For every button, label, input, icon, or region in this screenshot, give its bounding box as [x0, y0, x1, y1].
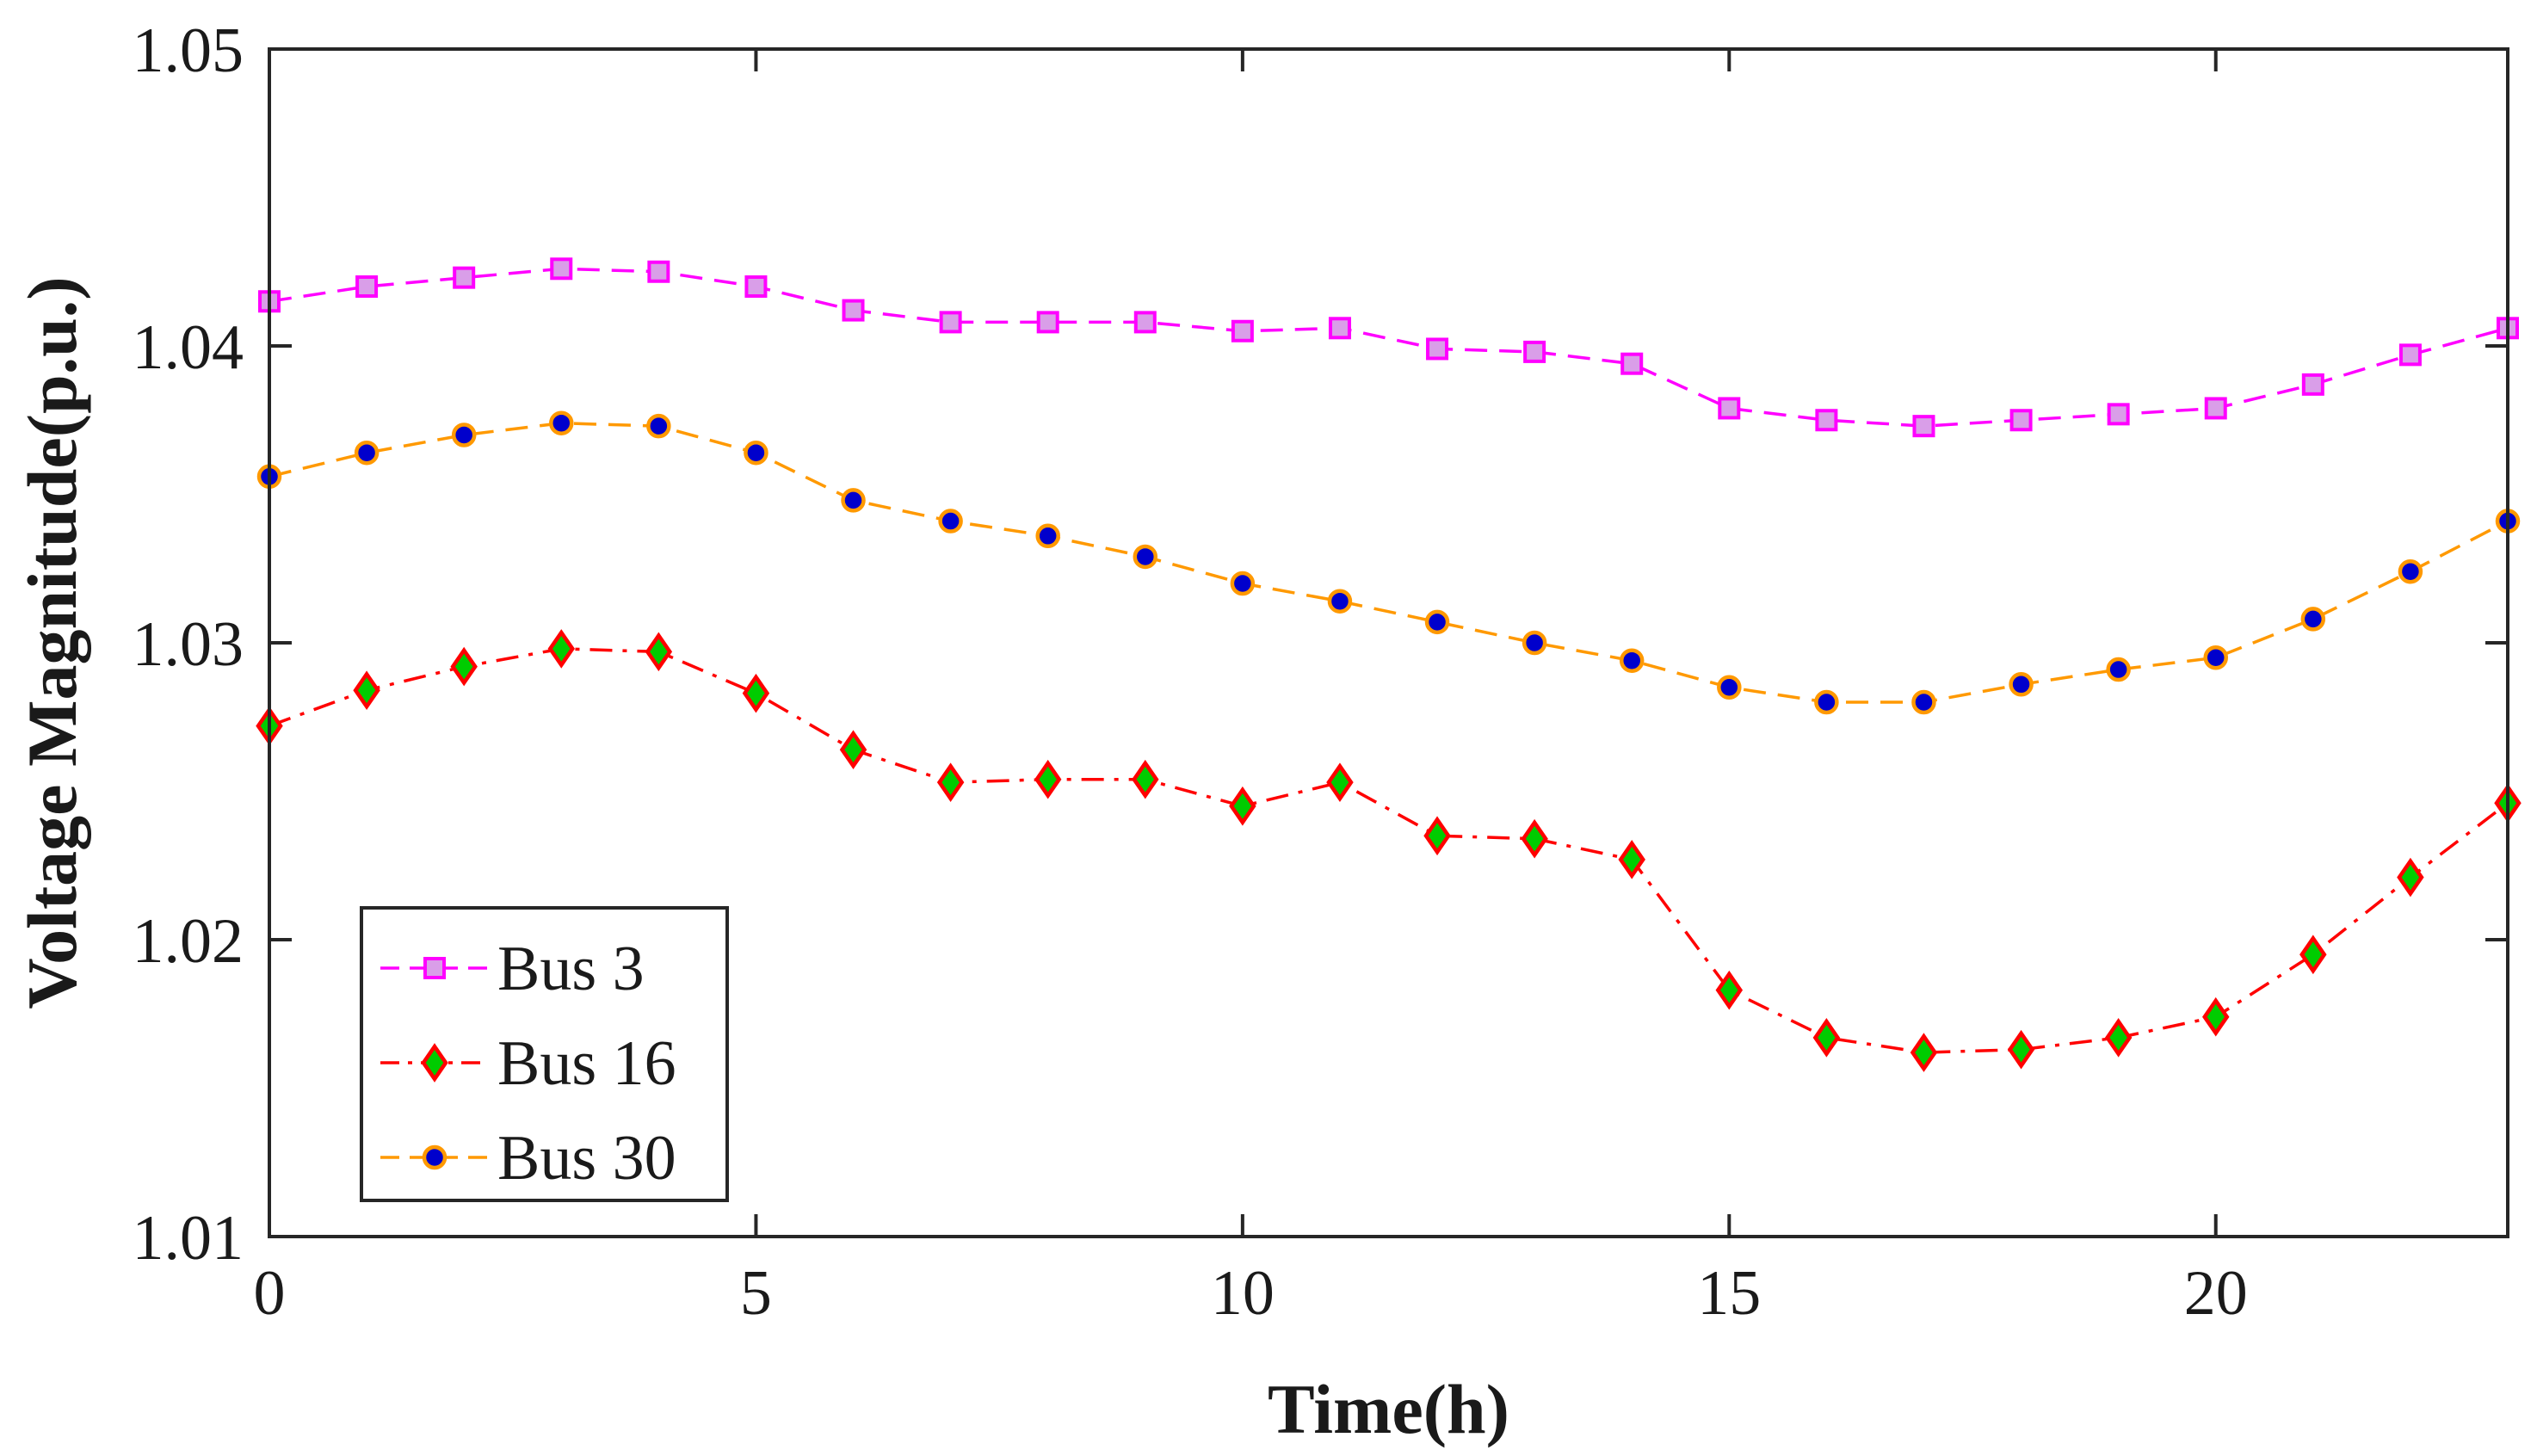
legend-box — [360, 906, 729, 1202]
bus-30-point-2 — [451, 423, 477, 447]
bus-3-point-11 — [1328, 317, 1351, 340]
bus-16-point-22 — [2397, 857, 2424, 898]
bus-30-point-22 — [2398, 558, 2423, 584]
plot-series-group — [256, 257, 2522, 1072]
bus-3-point-16 — [1815, 409, 1838, 432]
bus-30-point-5 — [744, 440, 769, 466]
bus-30-point-7 — [938, 509, 963, 534]
bus-16-point-19 — [2104, 1018, 2133, 1058]
bus-30-point-16 — [1814, 689, 1839, 715]
y-tick-label-3: 1.04 — [133, 312, 244, 383]
bus-30-line — [269, 421, 2509, 704]
bus-3-point-4 — [647, 260, 670, 283]
legend: Bus 3 Bus 16 Bus 30 — [360, 906, 729, 1202]
x-tick-label-0: 0 — [254, 1258, 286, 1329]
bus-16-point-21 — [2299, 935, 2327, 975]
x-tick-label-10: 10 — [1211, 1258, 1275, 1329]
bus-16-point-2 — [450, 646, 478, 687]
bus-3-point-18 — [2009, 409, 2033, 432]
bus-3-point-21 — [2301, 373, 2324, 396]
bus-16-point-13 — [1521, 818, 1548, 859]
x-tick-label-5: 5 — [740, 1258, 772, 1329]
bus-3-point-20 — [2204, 397, 2227, 420]
bus-16-point-9 — [1132, 759, 1159, 799]
bus-3-point-12 — [1426, 337, 1449, 361]
bus-16-point-1 — [353, 670, 380, 711]
bus-16-point-16 — [1812, 1018, 1841, 1058]
bus-30-point-3 — [549, 410, 574, 435]
bus-16-point-7 — [936, 762, 965, 802]
bus-16-point-11 — [1326, 762, 1354, 802]
x-axis-title: Time(h) — [1268, 1370, 1509, 1448]
bus-16-point-18 — [2007, 1029, 2035, 1070]
bus-16-point-6 — [839, 730, 867, 770]
bus-3-point-2 — [453, 266, 476, 289]
bus-3-point-10 — [1231, 319, 1254, 342]
y-tick-label-4: 1.05 — [133, 15, 244, 86]
legend-bus-3-label: Bus 3 — [497, 934, 645, 1004]
bus-30-point-8 — [1035, 523, 1060, 549]
bus-3-point-17 — [1912, 415, 1935, 438]
bus-16-point-10 — [1229, 786, 1256, 826]
y-tick-label-0: 1.01 — [133, 1203, 244, 1274]
x-axis-ticks: 0 5 10 15 20 — [254, 49, 2248, 1329]
bus-30-point-12 — [1424, 609, 1450, 635]
bus-16-point-15 — [1715, 970, 1744, 1010]
bus-3-point-1 — [355, 275, 379, 298]
bus-30-point-11 — [1327, 589, 1353, 614]
y-tick-label-1: 1.02 — [133, 906, 244, 977]
bus-30-point-14 — [1619, 648, 1645, 673]
bus-30-point-17 — [1911, 689, 1936, 715]
x-tick-label-20: 20 — [2184, 1258, 2248, 1329]
y-axis-title: Voltage Magnitude(p.u.) — [13, 276, 91, 1009]
bus-3-point-6 — [842, 299, 865, 322]
bus-16-point-3 — [547, 629, 575, 669]
bus-16-point-5 — [742, 673, 770, 713]
bus-30-point-4 — [646, 413, 671, 439]
legend-bus-30-marker — [422, 1144, 448, 1170]
bus-30-point-10 — [1230, 571, 1256, 596]
bus-16-point-4 — [645, 632, 673, 672]
bus-3-point-3 — [550, 257, 573, 281]
y-axis-ticks: 1.01 1.02 1.03 1.04 1.05 — [133, 15, 2508, 1274]
legend-bus-3-marker — [423, 957, 446, 979]
bus-30-point-18 — [2009, 672, 2034, 697]
bus-3-point-9 — [1133, 311, 1157, 334]
bus-16-point-20 — [2202, 996, 2230, 1037]
bus-3-point-15 — [1718, 397, 1741, 420]
bus-30-point-20 — [2203, 645, 2228, 670]
legend-bus-16-label: Bus 16 — [497, 1028, 676, 1099]
bus-3-point-13 — [1523, 340, 1546, 363]
bus-3-point-22 — [2398, 343, 2422, 367]
legend-bus-16-marker — [421, 1043, 448, 1083]
bus-3-point-8 — [1036, 311, 1059, 334]
bus-16-point-17 — [1910, 1033, 1938, 1072]
bus-30-point-6 — [841, 488, 866, 513]
bus-30-point-15 — [1717, 675, 1742, 700]
bus-30-point-21 — [2300, 607, 2326, 632]
bus-30-point-13 — [1522, 630, 1547, 656]
x-tick-label-15: 15 — [1697, 1258, 1761, 1329]
y-tick-label-2: 1.03 — [133, 609, 244, 680]
bus-3-point-5 — [744, 275, 768, 298]
bus-16-point-8 — [1034, 759, 1062, 799]
bus-3-point-19 — [2107, 403, 2130, 426]
bus-3-point-7 — [939, 311, 962, 334]
bus-3-point-14 — [1620, 352, 1644, 375]
bus-16-point-14 — [1618, 840, 1645, 879]
bus-30-point-19 — [2106, 657, 2131, 682]
legend-bus-30-label: Bus 30 — [497, 1123, 676, 1194]
bus-16-line — [269, 647, 2509, 1054]
bus-30-point-9 — [1133, 544, 1158, 570]
bus-16-point-12 — [1423, 816, 1451, 856]
bus-30-point-1 — [354, 440, 380, 466]
